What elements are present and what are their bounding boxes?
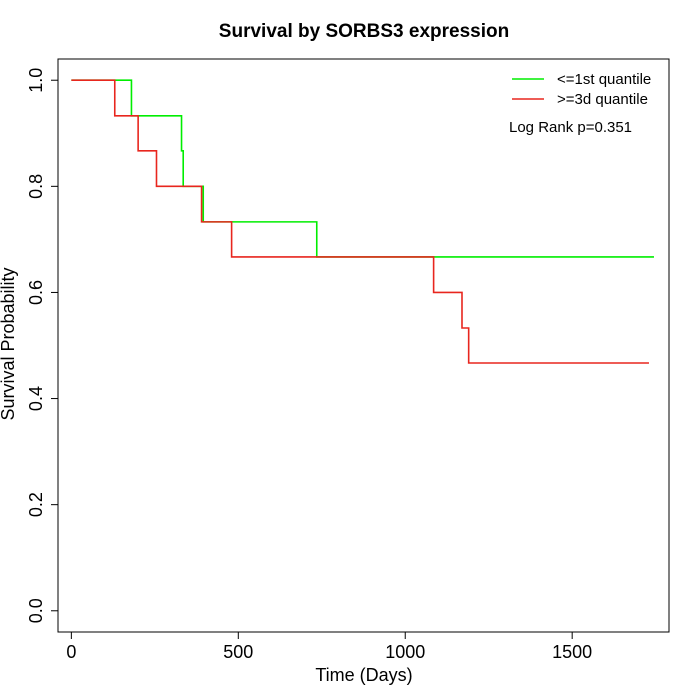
log-rank-annotation: Log Rank p=0.351	[509, 119, 632, 136]
legend: <=1st quantile >=3d quantile	[512, 71, 651, 108]
series-layer	[71, 79, 654, 364]
y-axis-label: Survival Probability	[0, 267, 18, 420]
legend-label: >=3d quantile	[557, 91, 648, 108]
x-axis: 0 500 1000 1500	[66, 631, 592, 662]
chart-title: Survival by SORBS3 expression	[219, 21, 509, 42]
x-tick-label: 1000	[385, 642, 425, 662]
y-tick-label: 0.2	[26, 492, 46, 517]
x-tick-label: 1500	[552, 642, 592, 662]
y-tick-label: 0.4	[26, 386, 46, 411]
x-tick-label: 500	[223, 642, 253, 662]
x-tick-label: 0	[66, 642, 76, 662]
y-tick-label: 0.6	[26, 280, 46, 305]
series-line-2	[71, 79, 649, 364]
x-axis-label: Time (Days)	[315, 665, 412, 685]
y-axis: 0.0 0.2 0.4 0.6 0.8 1.0	[26, 68, 59, 623]
y-tick-label: 1.0	[26, 68, 46, 93]
y-tick-label: 0.8	[26, 174, 46, 199]
legend-label: <=1st quantile	[557, 71, 651, 88]
series-line-1	[71, 79, 654, 258]
y-tick-label: 0.0	[26, 598, 46, 623]
plot-frame	[57, 58, 670, 633]
